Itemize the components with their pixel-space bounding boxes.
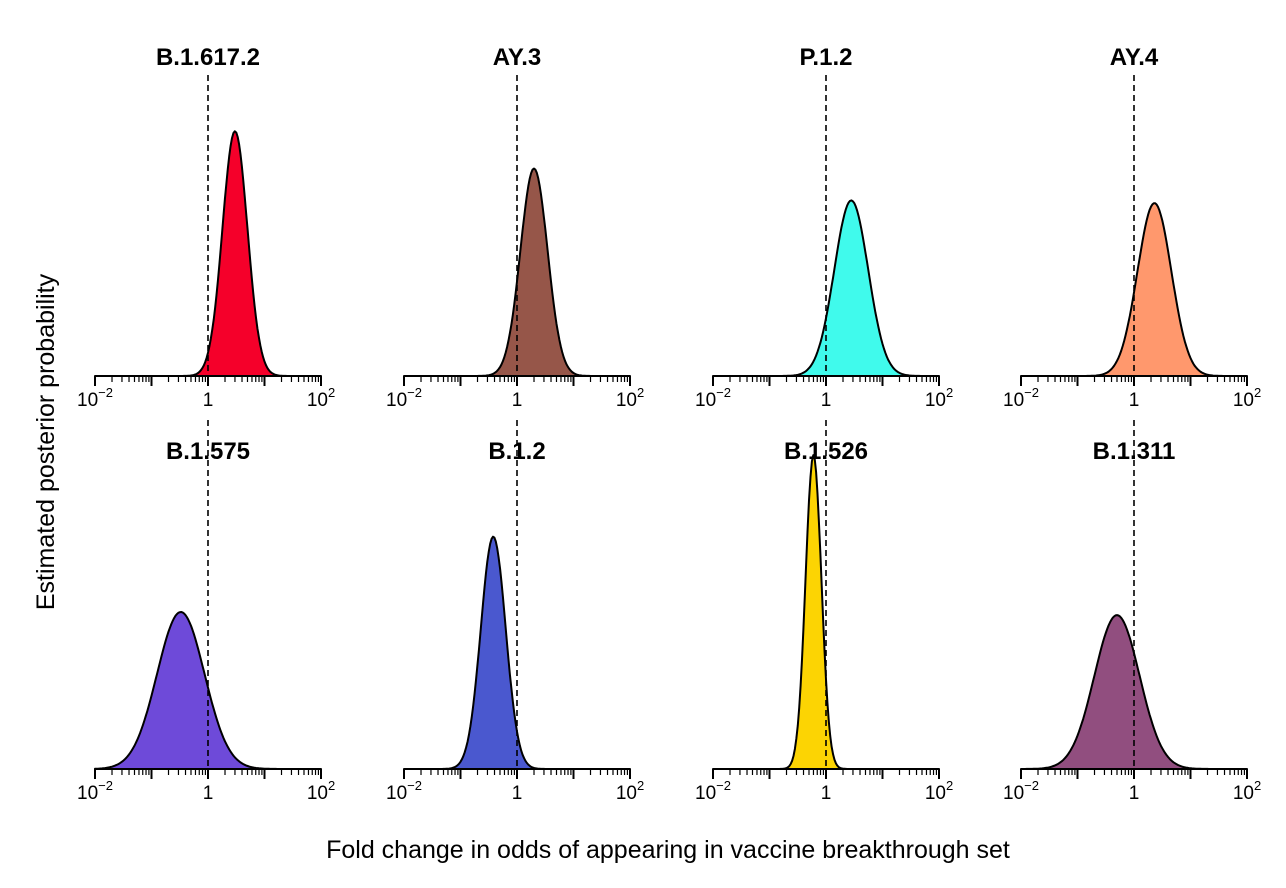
x-tick-label: 10−2 bbox=[1003, 778, 1039, 804]
x-tick-base: 10 bbox=[77, 390, 98, 411]
panel-title: B.1.311 bbox=[1093, 438, 1176, 465]
x-tick-label: 10−2 bbox=[77, 778, 113, 804]
x-tick-label: 10−2 bbox=[695, 778, 731, 804]
x-tick-base: 10 bbox=[307, 783, 328, 804]
y-axis-title: Estimated posterior probability bbox=[32, 273, 60, 610]
x-tick-label: 1 bbox=[821, 783, 832, 804]
x-tick-base: 10 bbox=[1233, 783, 1254, 804]
x-tick-label: 10−2 bbox=[77, 385, 113, 411]
x-tick-exponent: 2 bbox=[637, 385, 644, 400]
x-tick-base: 10 bbox=[307, 390, 328, 411]
x-tick-exponent: −2 bbox=[407, 385, 422, 400]
x-tick-label: 102 bbox=[307, 385, 335, 411]
x-tick-base: 10 bbox=[77, 783, 98, 804]
panel-title: B.1.526 bbox=[784, 438, 868, 465]
x-tick-exponent: −2 bbox=[98, 778, 113, 793]
x-tick-base: 1 bbox=[203, 390, 214, 411]
x-tick-base: 1 bbox=[1129, 390, 1140, 411]
x-tick-exponent: 2 bbox=[637, 778, 644, 793]
x-tick-base: 1 bbox=[1129, 783, 1140, 804]
x-tick-base: 1 bbox=[821, 783, 832, 804]
x-tick-label: 102 bbox=[307, 778, 335, 804]
x-tick-label: 1 bbox=[512, 390, 523, 411]
x-tick-label: 1 bbox=[1129, 783, 1140, 804]
x-tick-exponent: −2 bbox=[1024, 385, 1039, 400]
panel-title: P.1.2 bbox=[800, 44, 853, 71]
x-axis-title: Fold change in odds of appearing in vacc… bbox=[326, 836, 1010, 864]
x-tick-base: 1 bbox=[821, 390, 832, 411]
x-tick-exponent: −2 bbox=[716, 385, 731, 400]
x-tick-label: 1 bbox=[203, 390, 214, 411]
x-tick-label: 10−2 bbox=[695, 385, 731, 411]
x-tick-label: 102 bbox=[616, 778, 644, 804]
x-tick-base: 10 bbox=[386, 390, 407, 411]
x-tick-exponent: 2 bbox=[328, 778, 335, 793]
x-tick-label: 102 bbox=[925, 385, 953, 411]
x-tick-base: 1 bbox=[203, 783, 214, 804]
x-tick-base: 10 bbox=[925, 390, 946, 411]
x-tick-label: 1 bbox=[821, 390, 832, 411]
x-tick-label: 1 bbox=[512, 783, 523, 804]
x-tick-exponent: 2 bbox=[1254, 385, 1261, 400]
x-tick-label: 10−2 bbox=[386, 385, 422, 411]
x-tick-base: 10 bbox=[925, 783, 946, 804]
x-tick-exponent: 2 bbox=[946, 385, 953, 400]
x-tick-base: 10 bbox=[616, 390, 637, 411]
panel-title: AY.3 bbox=[493, 44, 542, 71]
x-tick-base: 10 bbox=[386, 783, 407, 804]
panel-title: B.1.617.2 bbox=[156, 44, 260, 71]
x-tick-base: 10 bbox=[1003, 390, 1024, 411]
x-tick-label: 102 bbox=[1233, 385, 1261, 411]
x-tick-exponent: −2 bbox=[98, 385, 113, 400]
x-tick-label: 1 bbox=[1129, 390, 1140, 411]
x-tick-label: 102 bbox=[616, 385, 644, 411]
x-tick-base: 10 bbox=[1003, 783, 1024, 804]
x-tick-base: 10 bbox=[616, 783, 637, 804]
x-tick-base: 10 bbox=[695, 783, 716, 804]
x-tick-exponent: −2 bbox=[1024, 778, 1039, 793]
x-tick-exponent: −2 bbox=[407, 778, 422, 793]
x-tick-label: 1 bbox=[203, 783, 214, 804]
panel-title: B.1.2 bbox=[488, 438, 545, 465]
x-tick-base: 10 bbox=[695, 390, 716, 411]
x-tick-exponent: 2 bbox=[328, 385, 335, 400]
x-tick-base: 1 bbox=[512, 783, 523, 804]
x-tick-label: 102 bbox=[925, 778, 953, 804]
x-tick-exponent: −2 bbox=[716, 778, 731, 793]
x-tick-exponent: 2 bbox=[946, 778, 953, 793]
x-tick-base: 1 bbox=[512, 390, 523, 411]
x-tick-label: 10−2 bbox=[386, 778, 422, 804]
x-tick-label: 102 bbox=[1233, 778, 1261, 804]
x-tick-label: 10−2 bbox=[1003, 385, 1039, 411]
panel-title: B.1.575 bbox=[166, 438, 250, 465]
panel-title: AY.4 bbox=[1110, 44, 1159, 71]
x-tick-exponent: 2 bbox=[1254, 778, 1261, 793]
x-tick-base: 10 bbox=[1233, 390, 1254, 411]
